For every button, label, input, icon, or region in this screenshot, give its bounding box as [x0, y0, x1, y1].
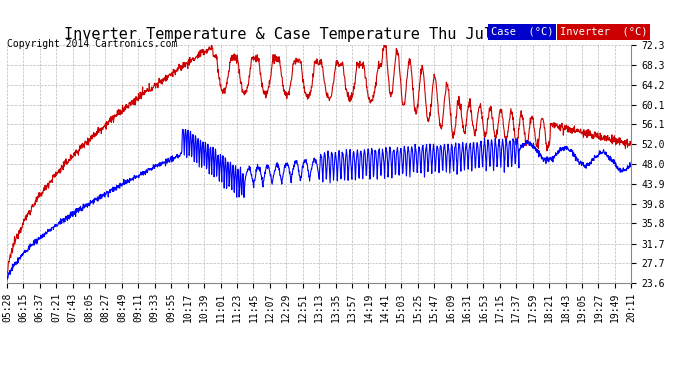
Text: Copyright 2014 Cartronics.com: Copyright 2014 Cartronics.com: [7, 39, 177, 50]
Text: Case  (°C): Case (°C): [491, 27, 553, 37]
Text: Inverter  (°C): Inverter (°C): [560, 27, 647, 37]
Title: Inverter Temperature & Case Temperature Thu Jul 17 20:19: Inverter Temperature & Case Temperature …: [63, 27, 575, 42]
